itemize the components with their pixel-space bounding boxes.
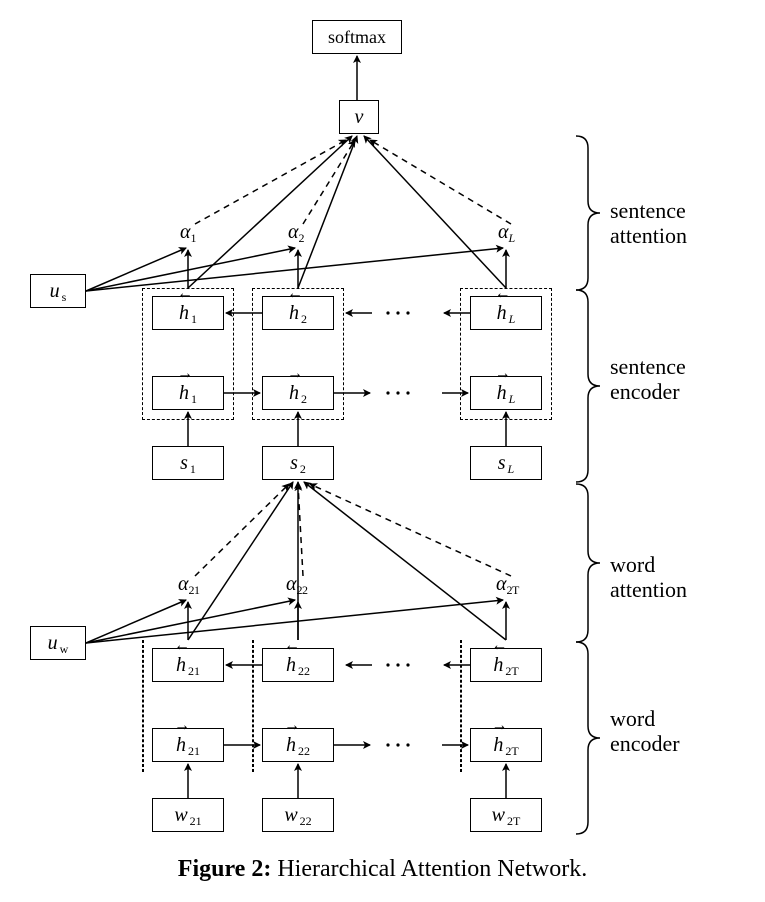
label-sentence-encoder: sentenceencoder (610, 354, 686, 405)
diagram-svg (0, 0, 765, 902)
uw-box: uw (30, 626, 86, 660)
softmax-box: softmax (312, 20, 402, 54)
v-box: v (339, 100, 379, 134)
h-backward-box: h21← (152, 648, 224, 682)
h-forward-box: h2T→ (470, 728, 542, 762)
label-word-encoder: wordencoder (610, 706, 680, 757)
h-forward-box: h21→ (152, 728, 224, 762)
encoder-group (252, 640, 254, 772)
h-backward-box: hL← (470, 296, 542, 330)
label-word-attention: wordattention (610, 552, 687, 603)
alpha-label: αL (498, 222, 515, 242)
h-forward-box: hL→ (470, 376, 542, 410)
s-box: sL (470, 446, 542, 480)
figure-caption: Figure 2: Hierarchical Attention Network… (0, 856, 765, 883)
caption-bold: Figure 2: (178, 856, 272, 882)
h-backward-box: h2T← (470, 648, 542, 682)
braces (576, 136, 600, 834)
h-backward-box: h1← (152, 296, 224, 330)
h-backward-box: h22← (262, 648, 334, 682)
w-box: w22 (262, 798, 334, 832)
alpha-label: α22 (286, 574, 308, 594)
alpha-label: α2T (496, 574, 519, 594)
s-box: s1 (152, 446, 224, 480)
encoder-group (460, 640, 462, 772)
h-forward-box: h22→ (262, 728, 334, 762)
h-backward-box: h2← (262, 296, 334, 330)
alpha-label: α2 (288, 222, 304, 242)
softmax-label: softmax (328, 27, 386, 48)
s-box: s2 (262, 446, 334, 480)
h-forward-box: h1→ (152, 376, 224, 410)
w-box: w2T (470, 798, 542, 832)
diagram-stage: softmax v us uw sentenceattention senten… (0, 0, 765, 902)
caption-rest: Hierarchical Attention Network. (271, 856, 587, 882)
h-forward-box: h2→ (262, 376, 334, 410)
alpha-label: α21 (178, 574, 200, 594)
label-sentence-attention: sentenceattention (610, 198, 687, 249)
us-box: us (30, 274, 86, 308)
alpha-label: α1 (180, 222, 196, 242)
ellipses (386, 311, 409, 746)
w-box: w21 (152, 798, 224, 832)
encoder-group (142, 640, 144, 772)
